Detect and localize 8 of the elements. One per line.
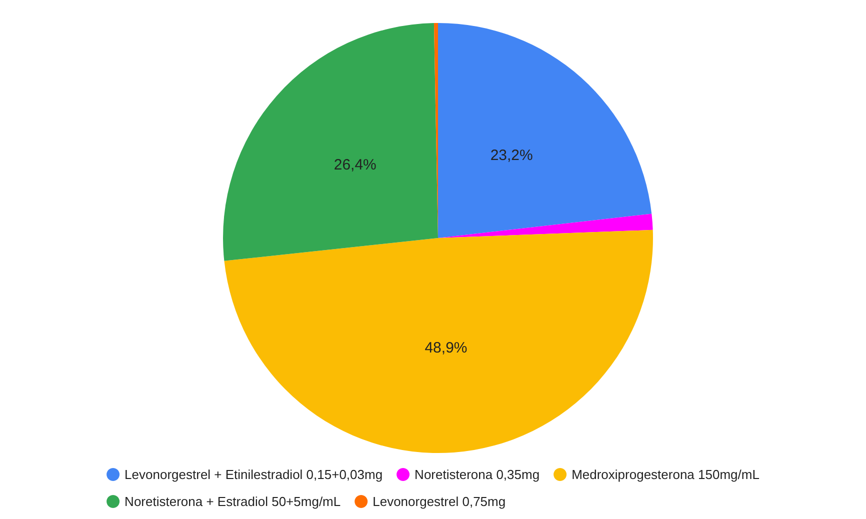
legend-label: Levonorgestrel + Etinilestradiol 0,15+0,03mg [124,467,383,482]
data-label: 48,9% [424,340,468,357]
legend-label: Levonorgestrel 0,75mg [372,494,506,509]
legend-label: Medroxiprogesterona 150mg/mL [572,467,760,482]
legend-label: Noretisterona + Estradiol 50+5mg/mL [124,494,341,509]
data-label: 26,4% [334,156,376,174]
legend-label: Noretisterona 0,35mg [414,467,540,482]
data-label: 23,2% [490,147,533,164]
